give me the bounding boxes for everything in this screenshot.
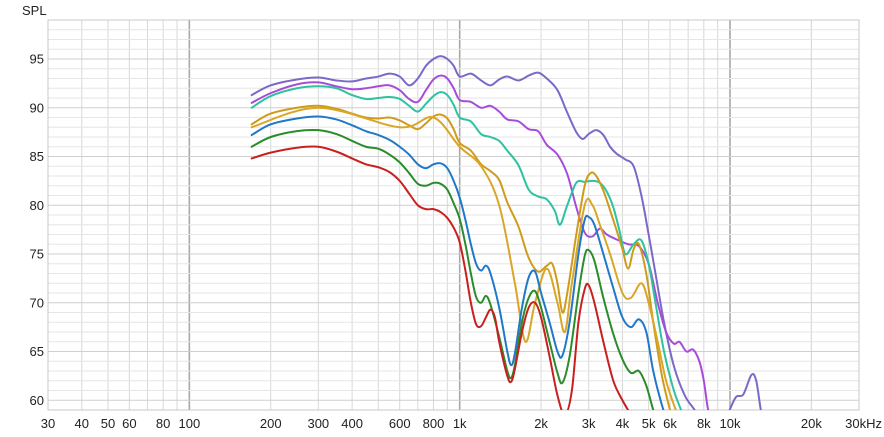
- plot-frame: [47, 19, 860, 411]
- x-tick-label: 5k: [642, 416, 656, 431]
- y-tick-label: 80: [30, 198, 44, 213]
- x-tick-labels: 30 40 50 60 80 100 200 300 400 600 800 1k 2k 3k 4k 5k 6k…: [41, 416, 882, 431]
- x-tick-label: 6k: [663, 416, 677, 431]
- x-tick-label: 400: [341, 416, 363, 431]
- y-axis-label: SPL: [22, 3, 47, 18]
- series-line-4: [250, 104, 672, 410]
- series-line-8: [250, 145, 630, 410]
- series-line-5: [250, 106, 677, 410]
- y-tick-label: 85: [30, 149, 44, 164]
- series-line-1: [250, 55, 762, 410]
- x-tick-label: 200: [260, 416, 282, 431]
- grid: [47, 19, 860, 410]
- x-tick-label: 600: [389, 416, 411, 431]
- x-tick-label: 100: [178, 416, 200, 431]
- y-tick-label: 95: [30, 52, 44, 67]
- series-group: [250, 55, 762, 410]
- x-tick-label: 8k: [697, 416, 711, 431]
- x-tick-label: 20k: [801, 416, 822, 431]
- x-tick-label: 50: [101, 416, 115, 431]
- series-line-2: [250, 74, 710, 410]
- plot-border: [47, 19, 860, 411]
- y-tick-labels: 60 65 70 75 80 85 90 95: [30, 52, 44, 408]
- series-line-3: [250, 85, 683, 410]
- x-tick-label: 60: [122, 416, 136, 431]
- y-tick-label: 60: [30, 393, 44, 408]
- x-tick-label: 800: [423, 416, 445, 431]
- series-line-7: [250, 128, 655, 410]
- series-line-6: [250, 115, 665, 410]
- y-tick-label: 65: [30, 344, 44, 359]
- x-tick-label: 1k: [453, 416, 467, 431]
- y-tick-label: 75: [30, 247, 44, 262]
- x-tick-label: 2k: [534, 416, 548, 431]
- x-tick-label: 30: [41, 416, 55, 431]
- y-tick-label: 90: [30, 100, 44, 115]
- x-tick-label: 40: [75, 416, 89, 431]
- x-tick-label: 80: [156, 416, 170, 431]
- x-tick-label: 10k: [720, 416, 741, 431]
- x-tick-label: 4k: [616, 416, 630, 431]
- y-tick-label: 70: [30, 295, 44, 310]
- x-tick-label: 3k: [582, 416, 596, 431]
- x-tick-label: 300: [307, 416, 329, 431]
- x-tick-label: 30kHz: [845, 416, 882, 431]
